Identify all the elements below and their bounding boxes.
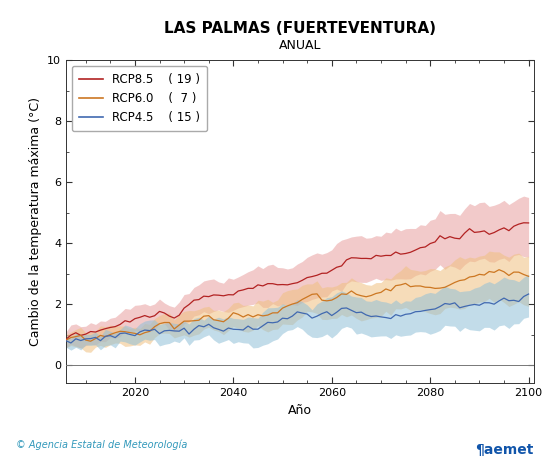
Text: ANUAL: ANUAL <box>278 39 321 52</box>
X-axis label: Año: Año <box>288 404 312 417</box>
Text: © Agencia Estatal de Meteorología: © Agencia Estatal de Meteorología <box>16 440 188 450</box>
Y-axis label: Cambio de la temperatura máxima (°C): Cambio de la temperatura máxima (°C) <box>29 97 42 346</box>
Text: LAS PALMAS (FUERTEVENTURA): LAS PALMAS (FUERTEVENTURA) <box>164 21 436 36</box>
Text: ¶aemet: ¶aemet <box>475 444 534 457</box>
Legend: RCP8.5    ( 19 ), RCP6.0    (  7 ), RCP4.5    ( 15 ): RCP8.5 ( 19 ), RCP6.0 ( 7 ), RCP4.5 ( 15… <box>72 66 207 131</box>
